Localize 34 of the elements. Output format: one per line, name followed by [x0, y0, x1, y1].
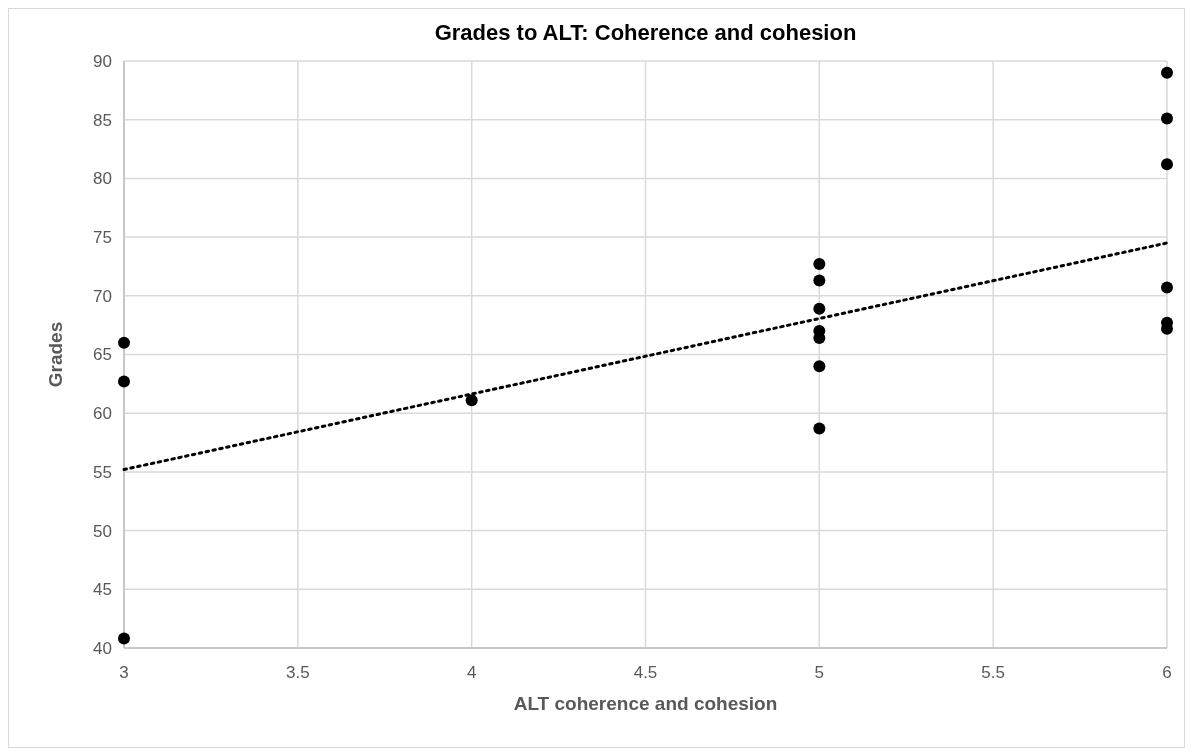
y-tick-label: 55	[93, 462, 112, 482]
x-axis-title: ALT coherence and cohesion	[513, 693, 778, 714]
point	[1161, 281, 1173, 294]
x-tick-label: 6	[1162, 663, 1172, 682]
point	[118, 336, 130, 349]
y-tick-label: 90	[93, 51, 112, 71]
point	[813, 258, 826, 271]
y-tick-label: 70	[93, 286, 112, 306]
point	[813, 360, 826, 373]
y-tick-label: 80	[93, 169, 112, 189]
y-tick-label: 40	[93, 638, 112, 658]
y-axis-title: Grades	[45, 321, 66, 388]
x-tick-label: 5.5	[981, 663, 1005, 682]
x-tick-label: 4	[466, 663, 477, 682]
point	[1161, 66, 1173, 79]
y-tick-label: 65	[93, 345, 112, 365]
x-tick-label: 3.5	[286, 663, 310, 682]
x-tick-label: 4.5	[633, 663, 658, 682]
point	[118, 375, 130, 388]
chart-title: Grades to ALT: Coherence and cohesion	[434, 20, 857, 45]
y-tick-label: 85	[93, 110, 112, 130]
point	[118, 632, 130, 645]
y-tick-label: 50	[93, 521, 112, 541]
x-tick-label: 5	[814, 663, 825, 682]
point	[813, 302, 826, 315]
y-tick-label: 75	[93, 228, 112, 248]
point	[1161, 158, 1173, 171]
y-tick-label: 45	[93, 580, 112, 600]
point	[813, 274, 826, 287]
point	[465, 394, 478, 407]
point	[1161, 112, 1173, 125]
y-tick-label: 60	[93, 404, 112, 424]
point	[813, 422, 826, 435]
x-tick-label: 3	[119, 663, 129, 682]
